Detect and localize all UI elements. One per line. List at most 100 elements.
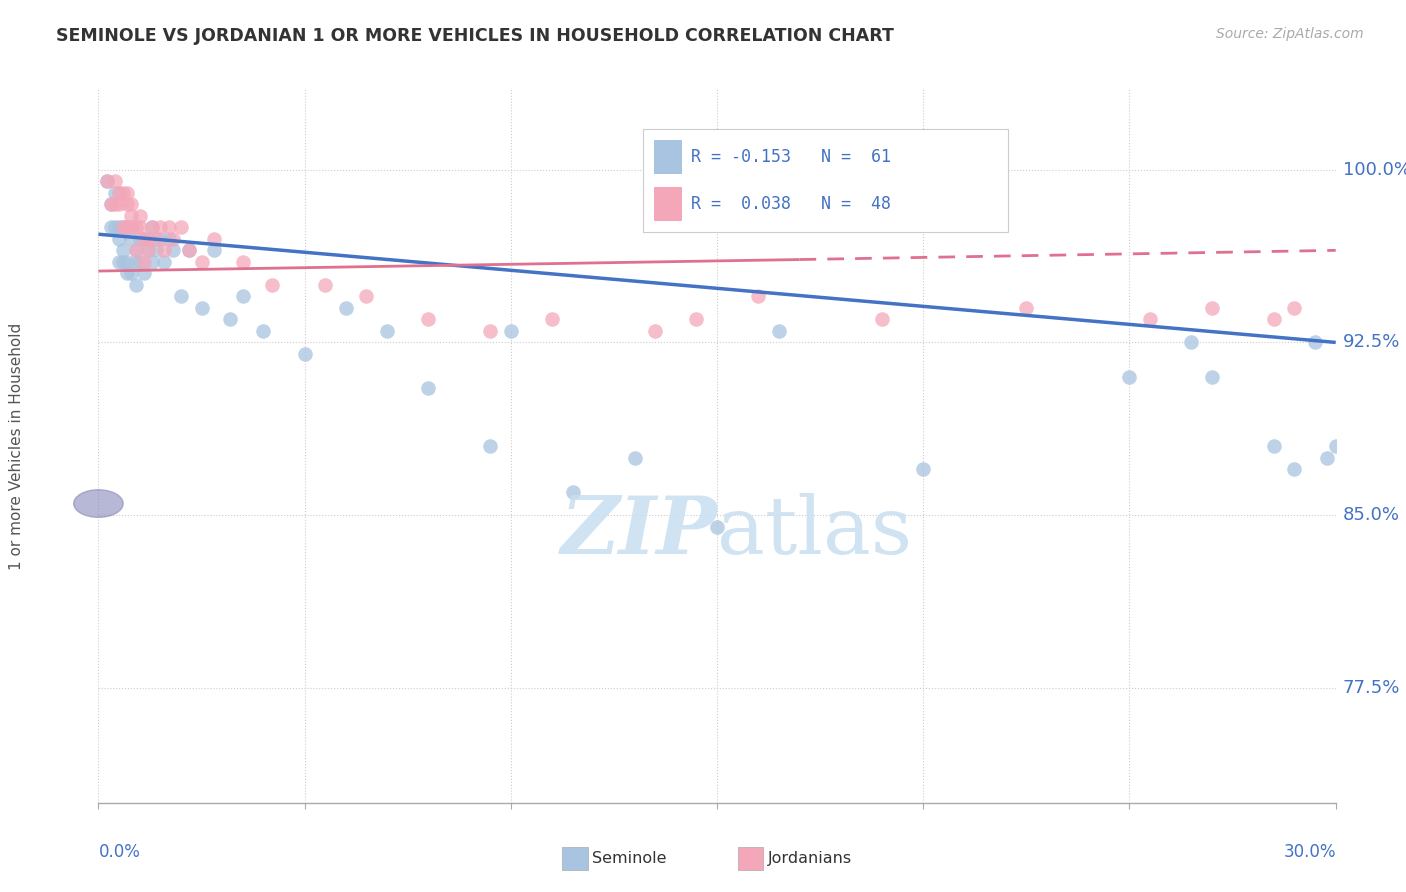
Point [104, 174, 127, 188]
Point [112, 220, 135, 235]
Text: 30.0%: 30.0% [1284, 843, 1336, 861]
Point [219, 312, 242, 326]
Text: ZIP: ZIP [560, 493, 717, 570]
Point [124, 220, 146, 235]
Point [1118, 370, 1140, 384]
Point [128, 209, 150, 223]
Point [157, 232, 180, 246]
Circle shape [73, 490, 124, 517]
Point [149, 220, 172, 235]
Point [153, 255, 176, 269]
Point [1263, 312, 1285, 326]
Point [108, 232, 131, 246]
Point [252, 324, 274, 338]
Text: Source: ZipAtlas.com: Source: ZipAtlas.com [1216, 27, 1364, 41]
Point [706, 519, 728, 533]
Point [117, 266, 139, 280]
Point [145, 244, 167, 258]
Point [112, 220, 135, 235]
Point [294, 347, 316, 361]
Point [179, 244, 201, 258]
Point [232, 255, 254, 269]
Point [1201, 370, 1223, 384]
Point [170, 220, 193, 235]
Point [314, 277, 336, 292]
Point [132, 232, 155, 246]
Point [202, 244, 225, 258]
Point [112, 186, 135, 200]
Point [117, 255, 139, 269]
Text: 0.0%: 0.0% [98, 843, 141, 861]
Point [768, 324, 790, 338]
Point [120, 232, 142, 246]
Point [499, 324, 522, 338]
Point [202, 232, 225, 246]
Point [117, 197, 139, 211]
Point [623, 450, 645, 465]
Point [644, 324, 666, 338]
Text: 92.5%: 92.5% [1343, 334, 1400, 351]
Point [375, 324, 398, 338]
Point [100, 220, 122, 235]
Point [1180, 335, 1202, 350]
Point [190, 301, 212, 315]
Point [108, 197, 131, 211]
Point [232, 289, 254, 303]
Point [132, 266, 155, 280]
Point [1284, 462, 1306, 476]
Point [120, 197, 142, 211]
Point [128, 232, 150, 246]
Point [136, 232, 159, 246]
Point [157, 220, 180, 235]
Point [141, 220, 163, 235]
Point [141, 220, 163, 235]
Point [124, 255, 146, 269]
Text: atlas: atlas [717, 492, 912, 571]
Point [141, 255, 163, 269]
Point [128, 220, 150, 235]
Point [418, 312, 440, 326]
Point [117, 220, 139, 235]
Point [541, 312, 564, 326]
Point [912, 462, 935, 476]
Point [120, 220, 142, 235]
Point [479, 439, 502, 453]
Point [190, 255, 212, 269]
Point [1263, 439, 1285, 453]
Text: Jordanians: Jordanians [768, 851, 852, 865]
Text: R = -0.153   N =  61: R = -0.153 N = 61 [690, 148, 890, 166]
Point [1324, 439, 1347, 453]
Point [132, 255, 155, 269]
Point [124, 244, 146, 258]
Point [117, 186, 139, 200]
Point [108, 186, 131, 200]
Point [96, 174, 118, 188]
Point [1303, 335, 1326, 350]
Point [1284, 301, 1306, 315]
Point [100, 197, 122, 211]
Point [132, 232, 155, 246]
Point [162, 232, 184, 246]
Point [136, 244, 159, 258]
Point [145, 232, 167, 246]
Point [1015, 301, 1038, 315]
Point [100, 197, 122, 211]
Text: Seminole: Seminole [592, 851, 666, 865]
Point [104, 186, 127, 200]
Point [479, 324, 502, 338]
Point [124, 277, 146, 292]
Point [128, 255, 150, 269]
Point [112, 244, 135, 258]
Point [108, 220, 131, 235]
Point [120, 220, 142, 235]
Point [104, 197, 127, 211]
Point [149, 232, 172, 246]
Point [179, 244, 201, 258]
Point [117, 220, 139, 235]
Point [747, 289, 769, 303]
Point [260, 277, 283, 292]
Text: 85.0%: 85.0% [1343, 506, 1400, 524]
Point [136, 232, 159, 246]
Text: 100.0%: 100.0% [1343, 161, 1406, 178]
Point [1201, 301, 1223, 315]
